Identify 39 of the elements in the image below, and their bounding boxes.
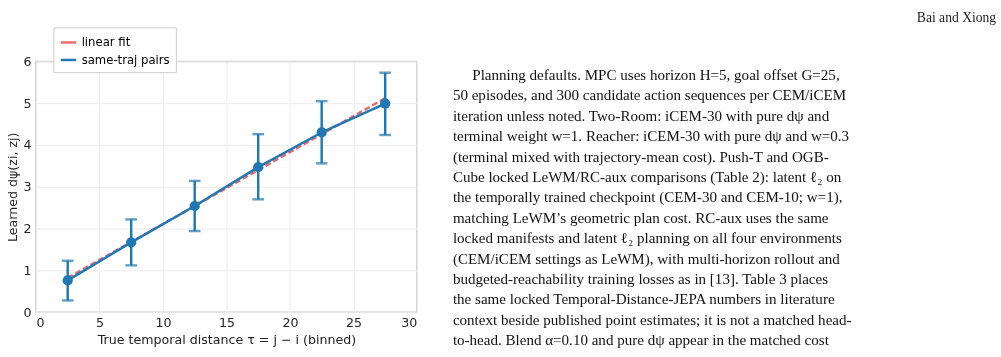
x-tick-label: 15 <box>218 315 235 331</box>
text: budgeted-reachability training losses as in [13]. Table 3 places <box>452 270 829 287</box>
point <box>316 127 327 138</box>
text: (CEM/iCEM settings as LeWM), with multi-horizon rollout and <box>452 250 841 268</box>
text: to-head. Blend α=0.10 and pure dψ appear in the matched cost <box>452 332 830 349</box>
x-tick-label: 20 <box>282 315 299 331</box>
text: Bai and Xiong <box>916 9 997 25</box>
point <box>189 200 200 212</box>
text: Cube locked LeWM/RC-aux comparisons (Table 2): latent ℓ₂ on <box>452 168 842 186</box>
y-axis-title: Learned dψ(zi, zj) <box>4 132 20 243</box>
y-tick-label: 3 <box>23 179 32 195</box>
y-tick-label: 4 <box>23 137 32 153</box>
y-tick-label: 0 <box>23 304 32 320</box>
text: Planning defaults. MPC uses horizon H=5, goal offset G=25, <box>472 66 840 83</box>
text: terminal weight w=1. Reacher: iCEM-30 with pure dψ and w=0.3 <box>452 128 850 145</box>
text: context beside published point estimates; it is not a matched head- <box>452 311 852 328</box>
x-tick-label: 10 <box>155 315 172 331</box>
y-tick-label: 2 <box>23 220 32 236</box>
point <box>126 237 137 248</box>
text: iteration unless noted. Two-Room: iCEM-30 with pure dψ and <box>452 107 830 124</box>
point <box>380 98 391 109</box>
point <box>62 275 73 286</box>
legend-label: same-traj pairs <box>81 52 170 67</box>
legend-label: linear fit <box>81 35 131 50</box>
x-tick-label: 25 <box>345 315 362 331</box>
text: 50 episodes, and 300 candidate action sequences per CEM/iCEM <box>452 87 847 104</box>
x-tick-label: 0 <box>36 315 45 331</box>
y-tick-label: 1 <box>23 262 32 278</box>
text: locked manifests and latent ℓ₂ planning on all four environments <box>452 230 842 247</box>
text: matching LeWM’s geometric plan cost. RC-aux uses the same <box>452 209 829 226</box>
x-tick-label: 30 <box>401 315 418 331</box>
text: the same locked Temporal-Distance-JEPA numbers in literature <box>452 291 835 308</box>
text: (terminal mixed with trajectory-mean cost). Push-T and OGB- <box>452 148 829 166</box>
text: the temporally trained checkpoint (CEM-30 and CEM-10; w=1), <box>452 189 843 207</box>
point <box>253 162 264 173</box>
x-tick-label: 5 <box>95 315 104 331</box>
y-tick-label: 6 <box>23 53 32 69</box>
x-axis-title: True temporal distance τ = j − i (binned) <box>96 331 357 347</box>
y-tick-label: 5 <box>23 95 32 111</box>
